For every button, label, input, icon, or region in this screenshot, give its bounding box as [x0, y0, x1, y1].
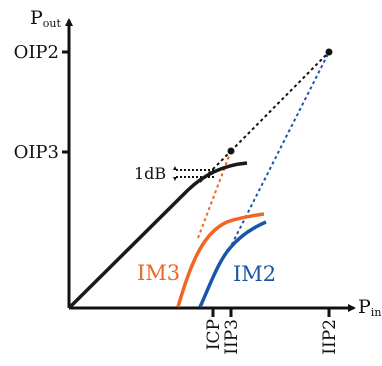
- im3-label: IM3: [137, 261, 180, 285]
- im2-extrapolation-line: [228, 51, 330, 251]
- y-tick-label-oip2: OIP2: [14, 42, 59, 63]
- x-axis-title-main: P: [358, 296, 371, 318]
- y-axis-title-sub: out: [43, 17, 62, 30]
- x-tick-label-iip3: IIP3: [222, 319, 242, 355]
- im2-label: IM2: [233, 262, 276, 286]
- fundamental-curve: [67, 161, 248, 310]
- y-tick-label-oip3: OIP3: [14, 142, 59, 163]
- im3-curve: [176, 212, 265, 308]
- y-axis-title: Pout: [30, 7, 62, 30]
- x-tick-label-icp: ICP: [204, 319, 224, 350]
- oip3-to-oip2-line: [230, 51, 330, 152]
- compression-arrow-icon: [173, 166, 177, 181]
- iip2-intercept-point: [325, 48, 333, 56]
- im3-extrapolation-line: [197, 150, 232, 239]
- compression-label: 1dB: [134, 164, 166, 183]
- y-axis-title-main: P: [30, 7, 43, 29]
- im2-curve: [198, 220, 267, 308]
- x-axis-title-sub: in: [371, 306, 382, 319]
- x-tick-label-iip2: IIP2: [320, 319, 340, 355]
- iip3-intercept-point: [227, 147, 235, 155]
- x-axis-title: Pin: [358, 296, 381, 319]
